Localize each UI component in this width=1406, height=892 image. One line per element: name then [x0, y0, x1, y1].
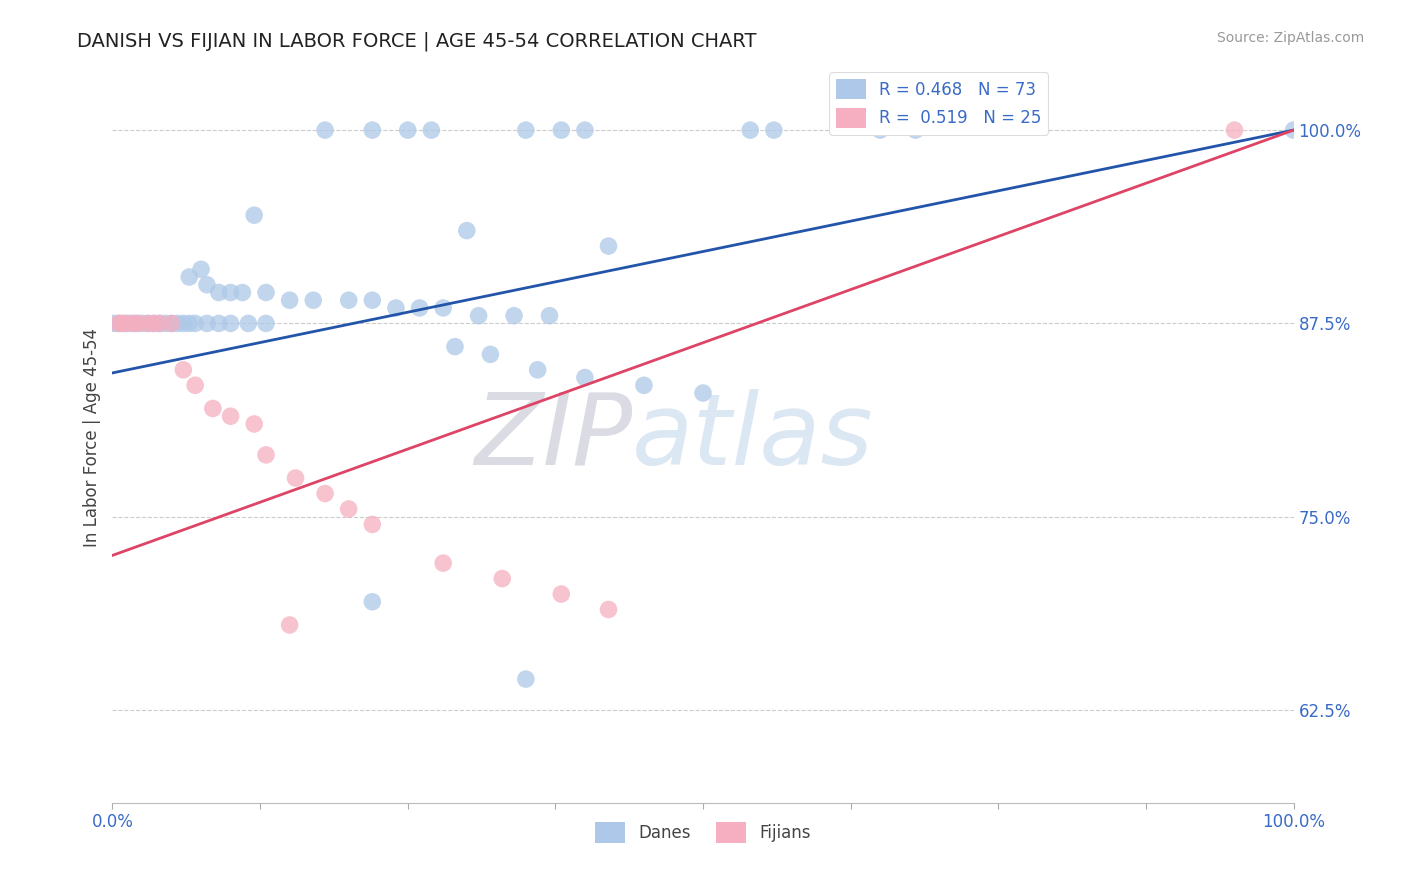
Point [179, 270, 201, 285]
Point [432, 301, 454, 315]
Point [598, 239, 620, 253]
Point [361, 595, 384, 609]
Y-axis label: In Labor Force | Age 45-54: In Labor Force | Age 45-54 [83, 327, 101, 547]
Point [692, 386, 714, 401]
Point [302, 293, 325, 308]
Point [254, 317, 277, 331]
Text: ZIP: ZIP [474, 389, 633, 485]
Text: Source: ZipAtlas.com: Source: ZipAtlas.com [1216, 31, 1364, 45]
Point [361, 123, 384, 137]
Point [278, 293, 301, 308]
Point [238, 317, 260, 331]
Point [243, 417, 266, 431]
Point [284, 471, 307, 485]
Point [278, 618, 301, 632]
Point [142, 317, 165, 331]
Point [762, 123, 785, 137]
Point [337, 502, 360, 516]
Point [254, 285, 277, 300]
Point [408, 301, 430, 315]
Text: DANISH VS FIJIAN IN LABOR FORCE | AGE 45-54 CORRELATION CHART: DANISH VS FIJIAN IN LABOR FORCE | AGE 45… [77, 31, 756, 51]
Point [337, 293, 360, 308]
Point [219, 285, 242, 300]
Point [172, 317, 194, 331]
Point [166, 317, 188, 331]
Point [107, 317, 129, 331]
Point [127, 317, 149, 331]
Point [149, 317, 172, 331]
Point [184, 317, 207, 331]
Point [115, 317, 138, 331]
Point [184, 378, 207, 392]
Point [526, 363, 548, 377]
Point [172, 363, 194, 377]
Point [243, 208, 266, 222]
Text: atlas: atlas [633, 389, 873, 485]
Point [574, 123, 596, 137]
Point [432, 556, 454, 570]
Point [219, 409, 242, 424]
Point [219, 317, 242, 331]
Point [1223, 123, 1246, 137]
Point [515, 672, 537, 686]
Point [550, 123, 572, 137]
Point [491, 572, 513, 586]
Point [314, 123, 336, 137]
Point [574, 370, 596, 384]
Point [444, 340, 467, 354]
Point [231, 285, 253, 300]
Point [314, 486, 336, 500]
Point [208, 317, 231, 331]
Point [420, 123, 443, 137]
Point [201, 401, 224, 416]
Point [112, 317, 135, 331]
Point [633, 378, 655, 392]
Point [869, 123, 891, 137]
Point [385, 301, 408, 315]
Point [160, 317, 183, 331]
Point [740, 123, 762, 137]
Point [122, 317, 145, 331]
Point [101, 317, 124, 331]
Point [120, 317, 142, 331]
Point [361, 293, 384, 308]
Point [149, 317, 172, 331]
Point [467, 309, 489, 323]
Point [136, 317, 159, 331]
Point [155, 317, 177, 331]
Point [111, 317, 134, 331]
Point [131, 317, 153, 331]
Point [254, 448, 277, 462]
Point [190, 262, 212, 277]
Point [904, 123, 927, 137]
Point [179, 317, 201, 331]
Point [142, 317, 165, 331]
Point [208, 285, 231, 300]
Point [136, 317, 159, 331]
Point [125, 317, 148, 331]
Point [456, 224, 478, 238]
Point [515, 123, 537, 137]
Point [503, 309, 526, 323]
Point [195, 317, 218, 331]
Legend: Danes, Fijians: Danes, Fijians [589, 815, 817, 849]
Point [396, 123, 419, 137]
Point [160, 317, 183, 331]
Point [479, 347, 502, 361]
Point [195, 277, 218, 292]
Point [1282, 123, 1305, 137]
Point [538, 309, 561, 323]
Point [598, 602, 620, 616]
Point [107, 317, 129, 331]
Point [361, 517, 384, 532]
Point [550, 587, 572, 601]
